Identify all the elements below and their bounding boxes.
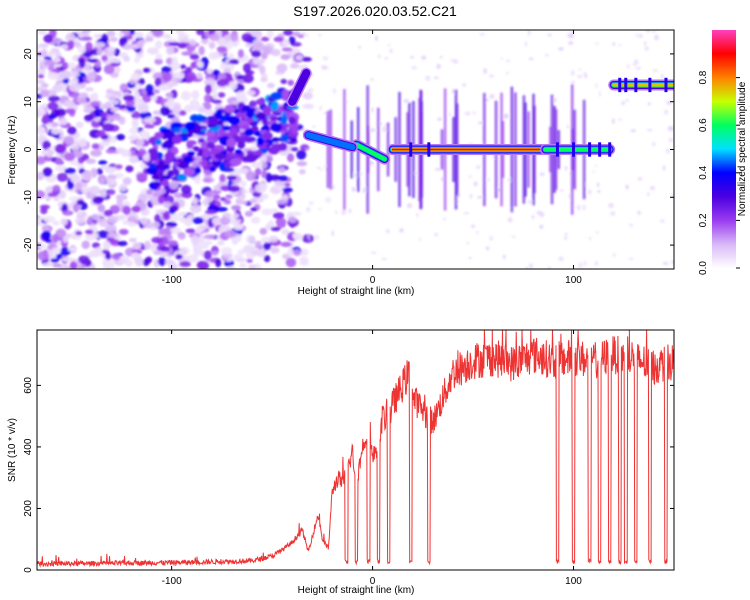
colorbar: 0.0 0.2 0.4 0.6 0.8 Normalized spectral ampl… <box>698 30 748 275</box>
colorbar-tick-label-3: 0.6 <box>698 118 709 132</box>
tone-5 <box>286 67 312 108</box>
colorbar-ticks: 0.0 0.2 0.4 0.6 0.8 <box>698 70 740 275</box>
spectrogram-y-tick-label-0: -20 <box>23 237 34 252</box>
spectrogram-y-label: Frequency (Hz) <box>7 116 18 185</box>
tone-gap <box>624 77 628 93</box>
tone-gap <box>648 77 652 93</box>
tone-gap <box>588 142 592 157</box>
snr-y-tick-label-1: 200 <box>23 500 34 517</box>
tone-0 <box>351 139 391 165</box>
tone-gap <box>409 142 413 157</box>
spectrogram-x-label: Height of straight line (km) <box>298 286 415 297</box>
tone-gap <box>618 77 622 93</box>
colorbar-bar <box>712 30 736 268</box>
snr-y-label: SNR (10 * v/v) <box>7 418 18 482</box>
spectrogram-x-tick-label-1: 0 <box>370 275 376 286</box>
spectrogram-y-ticks: -20 -10 0 10 20 <box>23 48 674 252</box>
tone-gap <box>664 77 668 93</box>
spectrogram-y-tick-label-3: 10 <box>23 96 34 108</box>
tone-gap <box>598 142 602 157</box>
figure-title: S197.2026.020.03.52.C21 <box>293 3 457 19</box>
snr-x-tick-label-2: 100 <box>565 576 582 587</box>
spectrogram-noise <box>37 30 674 269</box>
spectrogram-x-ticks: -100 0 100 <box>162 30 582 286</box>
snr-frame <box>36 329 675 571</box>
snr-x-label: Height of straight line (km) <box>298 585 415 596</box>
tone-gap <box>572 142 576 157</box>
tone-4 <box>302 129 358 153</box>
colorbar-label: Normalized spectral amplitude <box>737 81 748 216</box>
tone-gap <box>427 142 431 157</box>
tone-gap <box>634 77 638 93</box>
colorbar-tick-label-4: 0.8 <box>698 70 709 84</box>
snr-x-tick-label-1: 0 <box>370 576 376 587</box>
spectrogram-x-tick-label-2: 100 <box>565 275 582 286</box>
snr-y-tick-label-3: 600 <box>23 377 34 394</box>
colorbar-tick-label-2: 0.4 <box>698 165 709 179</box>
spectrogram-y-tick-label-2: 0 <box>23 146 34 152</box>
colorbar-tick-label-1: 0.2 <box>698 213 709 227</box>
snr-series-line <box>37 330 674 568</box>
tone-gap <box>555 142 559 157</box>
spectrogram-x-tick-label-0: -100 <box>162 275 182 286</box>
spectrogram-y-tick-label-4: 20 <box>23 48 34 60</box>
snr-panel: -100 0 100 0 200 400 600 Height of straight l… <box>7 329 675 596</box>
spectrogram-image <box>37 30 674 269</box>
snr-y-tick-label-2: 400 <box>23 438 34 455</box>
snr-plot <box>37 330 674 568</box>
colorbar-tick-label-0: 0.0 <box>698 261 709 275</box>
snr-y-ticks: 0 200 400 600 <box>23 377 674 573</box>
spectrogram-tones <box>286 67 674 165</box>
snr-x-tick-label-0: -100 <box>162 576 182 587</box>
spectrogram-y-tick-label-1: -10 <box>23 190 34 205</box>
tone-gap <box>608 142 612 157</box>
snr-y-tick-label-0: 0 <box>23 567 34 573</box>
snr-x-ticks: -100 0 100 <box>162 330 582 587</box>
